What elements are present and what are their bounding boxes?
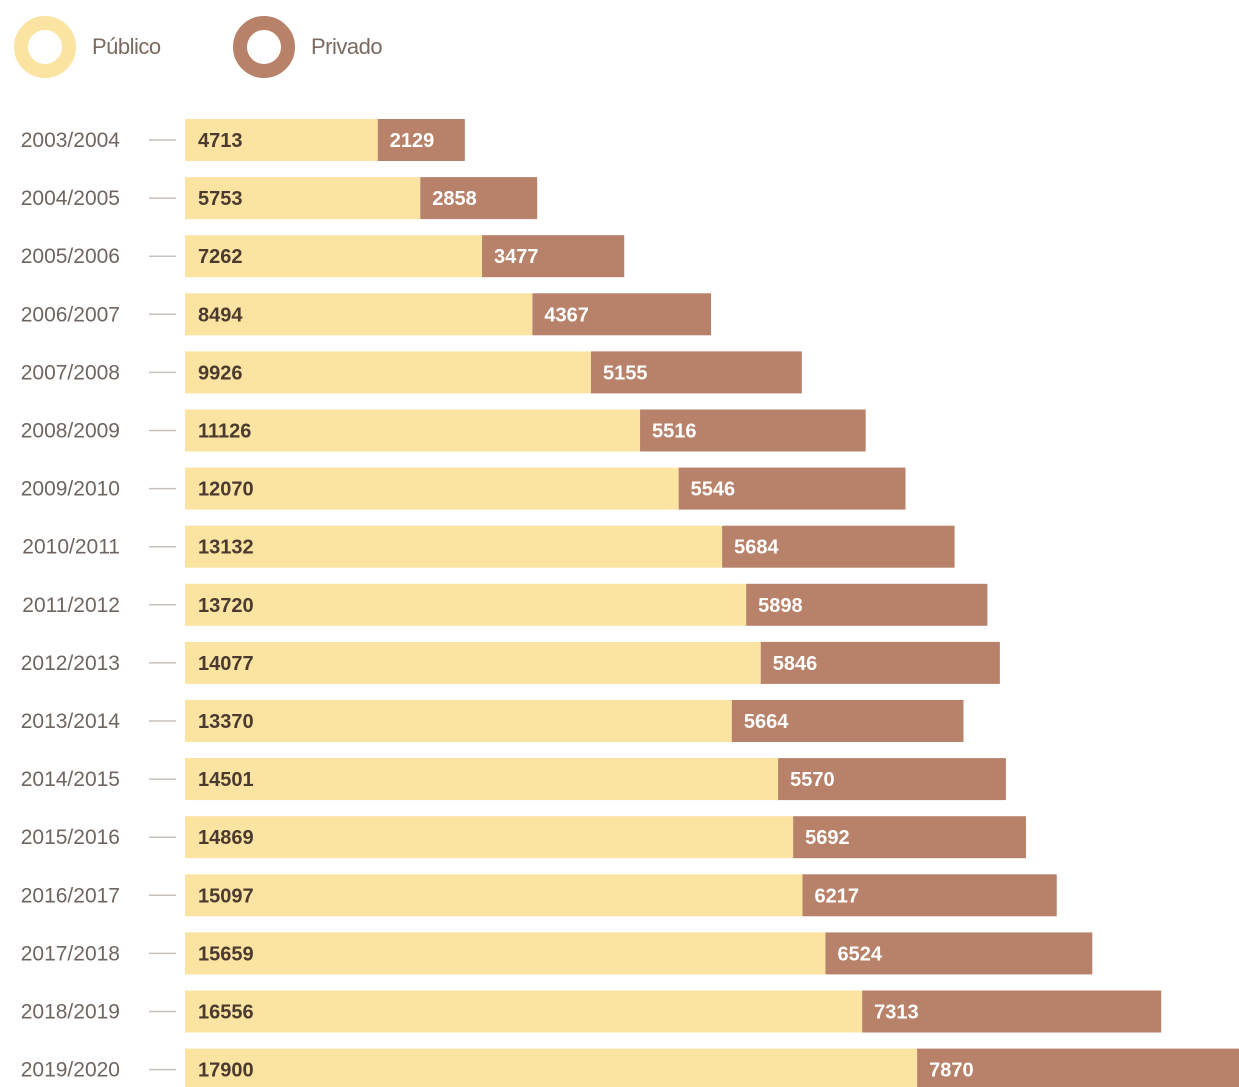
value-label-publico: 9926 — [198, 362, 243, 384]
bar-privado — [532, 293, 712, 336]
year-label: 2007/2008 — [21, 361, 120, 384]
value-label-privado: 2129 — [390, 130, 435, 152]
bar-publico — [185, 1048, 918, 1087]
value-label-publico: 11126 — [198, 421, 251, 443]
value-label-publico: 17900 — [198, 1060, 254, 1082]
year-label: 2019/2020 — [21, 1059, 120, 1082]
year-label: 2014/2015 — [21, 768, 120, 791]
value-label-publico: 7262 — [198, 246, 243, 268]
value-label-publico: 8494 — [198, 304, 243, 326]
value-label-publico: 13720 — [198, 595, 254, 617]
bar-privado — [778, 758, 1006, 801]
value-label-privado: 5692 — [805, 827, 850, 849]
bar-publico — [185, 235, 483, 278]
year-label: 2016/2017 — [21, 884, 120, 907]
year-label: 2015/2016 — [21, 826, 120, 849]
value-label-privado: 7870 — [929, 1060, 974, 1082]
bar-privado — [746, 583, 988, 626]
value-label-privado: 5155 — [603, 362, 648, 384]
year-label: 2010/2011 — [22, 536, 120, 559]
value-label-privado: 5516 — [652, 421, 697, 443]
year-label: 2013/2014 — [21, 710, 121, 733]
value-label-privado: 5570 — [790, 769, 835, 791]
bar-privado — [760, 641, 1000, 684]
bar-privado — [793, 816, 1026, 859]
legend-label-privado: Privado — [311, 34, 383, 59]
bar-publico — [185, 525, 723, 568]
bar-publico — [185, 758, 779, 801]
value-label-privado: 5684 — [734, 537, 779, 559]
value-label-publico: 12070 — [198, 479, 254, 501]
bar-publico — [185, 583, 747, 626]
value-label-privado: 7313 — [874, 1002, 919, 1024]
bar-publico — [185, 641, 761, 684]
year-label: 2004/2005 — [21, 187, 120, 210]
year-label: 2009/2010 — [21, 478, 120, 501]
bar-publico — [185, 700, 732, 742]
year-label: 2005/2006 — [21, 245, 120, 268]
value-label-publico: 14077 — [198, 653, 254, 675]
value-label-privado: 5898 — [758, 595, 803, 617]
bar-privado — [678, 467, 906, 510]
value-label-privado: 5546 — [691, 479, 736, 501]
bar-privado — [917, 1048, 1239, 1087]
bar-publico — [185, 874, 803, 917]
bar-publico — [185, 119, 378, 161]
bar-privado — [802, 874, 1057, 917]
legend: Público Privado — [0, 0, 600, 100]
bar-publico — [185, 467, 679, 510]
value-label-publico: 14869 — [198, 827, 254, 849]
year-label: 2008/2009 — [21, 420, 120, 443]
bar-privado — [377, 119, 465, 161]
value-label-privado: 5846 — [773, 653, 818, 675]
bar-publico — [185, 177, 421, 220]
legend-label-publico: Público — [92, 34, 161, 59]
bar-publico — [185, 293, 533, 336]
bar-publico — [185, 351, 591, 394]
bar-privado — [482, 235, 625, 278]
year-label: 2003/2004 — [21, 129, 121, 152]
year-label: 2011/2012 — [22, 594, 120, 617]
value-label-publico: 16556 — [198, 1002, 254, 1024]
bar-publico — [185, 990, 863, 1033]
bar-privado — [590, 351, 802, 394]
value-label-publico: 15097 — [198, 885, 254, 907]
bar-privado — [825, 932, 1093, 975]
value-label-publico: 13370 — [198, 711, 254, 733]
bar-publico — [185, 932, 826, 975]
year-label: 2012/2013 — [21, 652, 120, 675]
bar-privado — [862, 990, 1162, 1033]
value-label-privado: 4367 — [544, 304, 589, 326]
bar-publico — [185, 409, 641, 452]
year-label: 2006/2007 — [21, 303, 120, 326]
value-label-publico: 4713 — [198, 130, 243, 152]
bar-privado — [640, 409, 866, 452]
year-label: 2017/2018 — [21, 942, 120, 965]
value-label-publico: 14501 — [198, 769, 254, 791]
value-label-privado: 5664 — [744, 711, 789, 733]
bar-publico — [185, 816, 794, 859]
bar-privado — [731, 700, 964, 742]
value-label-publico: 13132 — [198, 537, 254, 559]
year-label: 2018/2019 — [21, 1001, 120, 1024]
value-label-privado: 6217 — [814, 885, 859, 907]
value-label-privado: 2858 — [432, 188, 477, 210]
value-label-publico: 5753 — [198, 188, 243, 210]
bar-privado — [420, 177, 538, 220]
value-label-publico: 15659 — [198, 943, 254, 965]
value-label-privado: 3477 — [494, 246, 539, 268]
value-label-privado: 6524 — [837, 943, 882, 965]
bar-privado — [722, 525, 955, 568]
